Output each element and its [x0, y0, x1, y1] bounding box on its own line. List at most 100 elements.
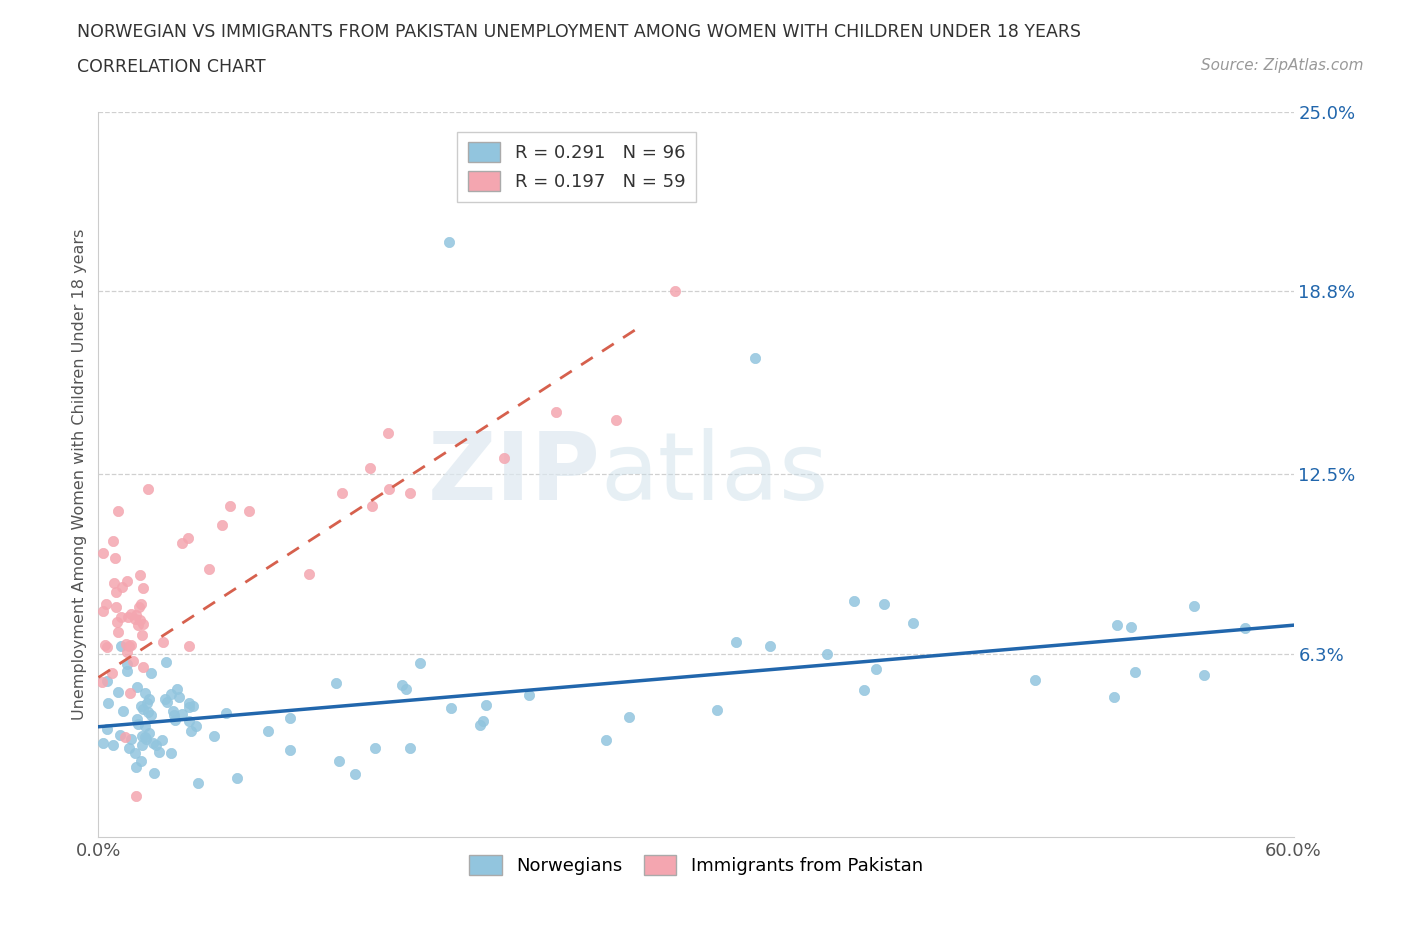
Point — [226, 771, 249, 786]
Point — [131, 737, 153, 752]
Point — [142, 736, 165, 751]
Text: CORRELATION CHART: CORRELATION CHART — [77, 58, 266, 75]
Point — [1105, 618, 1128, 632]
Point — [129, 699, 152, 714]
Point — [129, 753, 152, 768]
Point — [110, 609, 132, 624]
Point — [1184, 598, 1206, 613]
Point — [156, 695, 179, 710]
Text: ZIP: ZIP — [427, 429, 600, 520]
Point — [120, 606, 142, 621]
Point — [94, 596, 117, 611]
Point — [177, 699, 200, 714]
Point — [1024, 672, 1046, 687]
Point — [110, 639, 132, 654]
Point — [122, 653, 145, 668]
Point — [125, 607, 148, 622]
Point — [153, 692, 176, 707]
Point — [114, 730, 136, 745]
Point — [96, 640, 118, 655]
Point — [470, 717, 492, 732]
Point — [111, 579, 134, 594]
Point — [134, 718, 156, 733]
Point — [257, 724, 280, 738]
Point — [155, 654, 177, 669]
Point — [202, 728, 225, 743]
Point — [359, 460, 381, 475]
Point — [120, 685, 142, 700]
Point — [120, 732, 142, 747]
Point — [131, 627, 153, 642]
Point — [198, 561, 221, 576]
Point — [395, 682, 418, 697]
Point — [865, 661, 887, 676]
Point — [96, 722, 118, 737]
Point — [125, 680, 148, 695]
Point — [117, 657, 139, 671]
Point — [179, 695, 201, 710]
Point — [297, 566, 319, 581]
Point — [127, 618, 149, 632]
Point — [136, 705, 159, 720]
Point — [134, 729, 156, 744]
Point — [103, 737, 125, 752]
Point — [105, 585, 128, 600]
Point — [759, 639, 782, 654]
Point — [120, 638, 142, 653]
Point — [132, 701, 155, 716]
Point — [129, 597, 152, 612]
Point — [142, 765, 165, 780]
Point — [117, 740, 139, 755]
Point — [815, 646, 838, 661]
Point — [706, 702, 728, 717]
Point — [103, 576, 125, 591]
Point — [91, 674, 114, 689]
Point — [238, 504, 260, 519]
Point — [364, 740, 387, 755]
Text: atlas: atlas — [600, 429, 828, 520]
Point — [135, 731, 157, 746]
Point — [136, 482, 159, 497]
Point — [472, 713, 495, 728]
Y-axis label: Unemployment Among Women with Children Under 18 years: Unemployment Among Women with Children U… — [72, 229, 87, 720]
Point — [214, 706, 236, 721]
Point — [377, 426, 399, 441]
Point — [125, 711, 148, 726]
Point — [1233, 620, 1256, 635]
Point — [172, 706, 194, 721]
Point — [94, 638, 117, 653]
Point — [343, 766, 366, 781]
Point — [170, 536, 193, 551]
Point — [118, 638, 141, 653]
Point — [181, 698, 204, 713]
Point — [91, 546, 114, 561]
Point — [115, 664, 138, 679]
Point — [517, 688, 540, 703]
Point — [179, 639, 201, 654]
Point — [725, 634, 748, 649]
Point — [132, 660, 155, 675]
Point — [115, 636, 138, 651]
Point — [141, 708, 163, 723]
Point — [852, 683, 875, 698]
Point — [544, 405, 567, 419]
Point — [475, 698, 498, 712]
Point — [328, 753, 350, 768]
Point — [107, 625, 129, 640]
Point — [1123, 665, 1146, 680]
Point — [163, 708, 186, 723]
Point — [125, 759, 148, 774]
Point — [664, 284, 686, 299]
Point — [91, 736, 114, 751]
Point — [211, 517, 233, 532]
Point — [104, 551, 127, 565]
Point — [132, 580, 155, 595]
Point — [399, 741, 422, 756]
Point — [378, 482, 401, 497]
Point — [165, 712, 187, 727]
Point — [399, 485, 422, 500]
Point — [873, 597, 896, 612]
Point — [179, 714, 201, 729]
Point — [129, 567, 152, 582]
Point — [111, 704, 134, 719]
